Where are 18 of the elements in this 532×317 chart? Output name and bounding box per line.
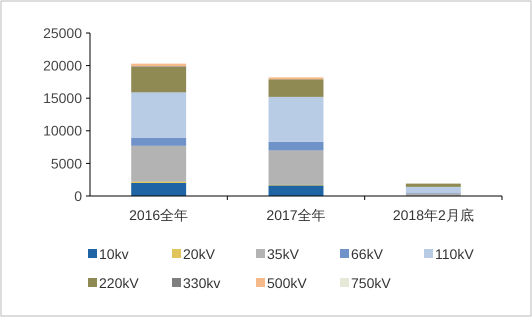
legend-label: 10kv: [99, 246, 129, 262]
legend-label: 750kV: [351, 274, 392, 291]
y-tick-label: 25000: [43, 24, 82, 41]
legend-label: 110kV: [435, 246, 474, 262]
y-tick-label: 0: [74, 188, 82, 204]
legend-label: 330kv: [183, 274, 220, 291]
legend-label: 220kV: [99, 274, 140, 291]
x-tick-label: 2017全年: [266, 207, 326, 223]
y-tick-label: 20000: [43, 58, 82, 74]
x-tick-label: 2016全年: [129, 207, 188, 223]
legend-label: 66kV: [351, 246, 384, 262]
y-tick-label: 10000: [43, 122, 82, 139]
legend-label: 20kV: [183, 246, 216, 262]
x-tick-label: 2018年2月底: [392, 207, 474, 223]
legend-label: 35kV: [267, 246, 300, 262]
y-tick-label: 5000: [50, 155, 82, 172]
legend-label: 500kV: [267, 274, 308, 291]
y-tick-label: 15000: [43, 90, 82, 106]
